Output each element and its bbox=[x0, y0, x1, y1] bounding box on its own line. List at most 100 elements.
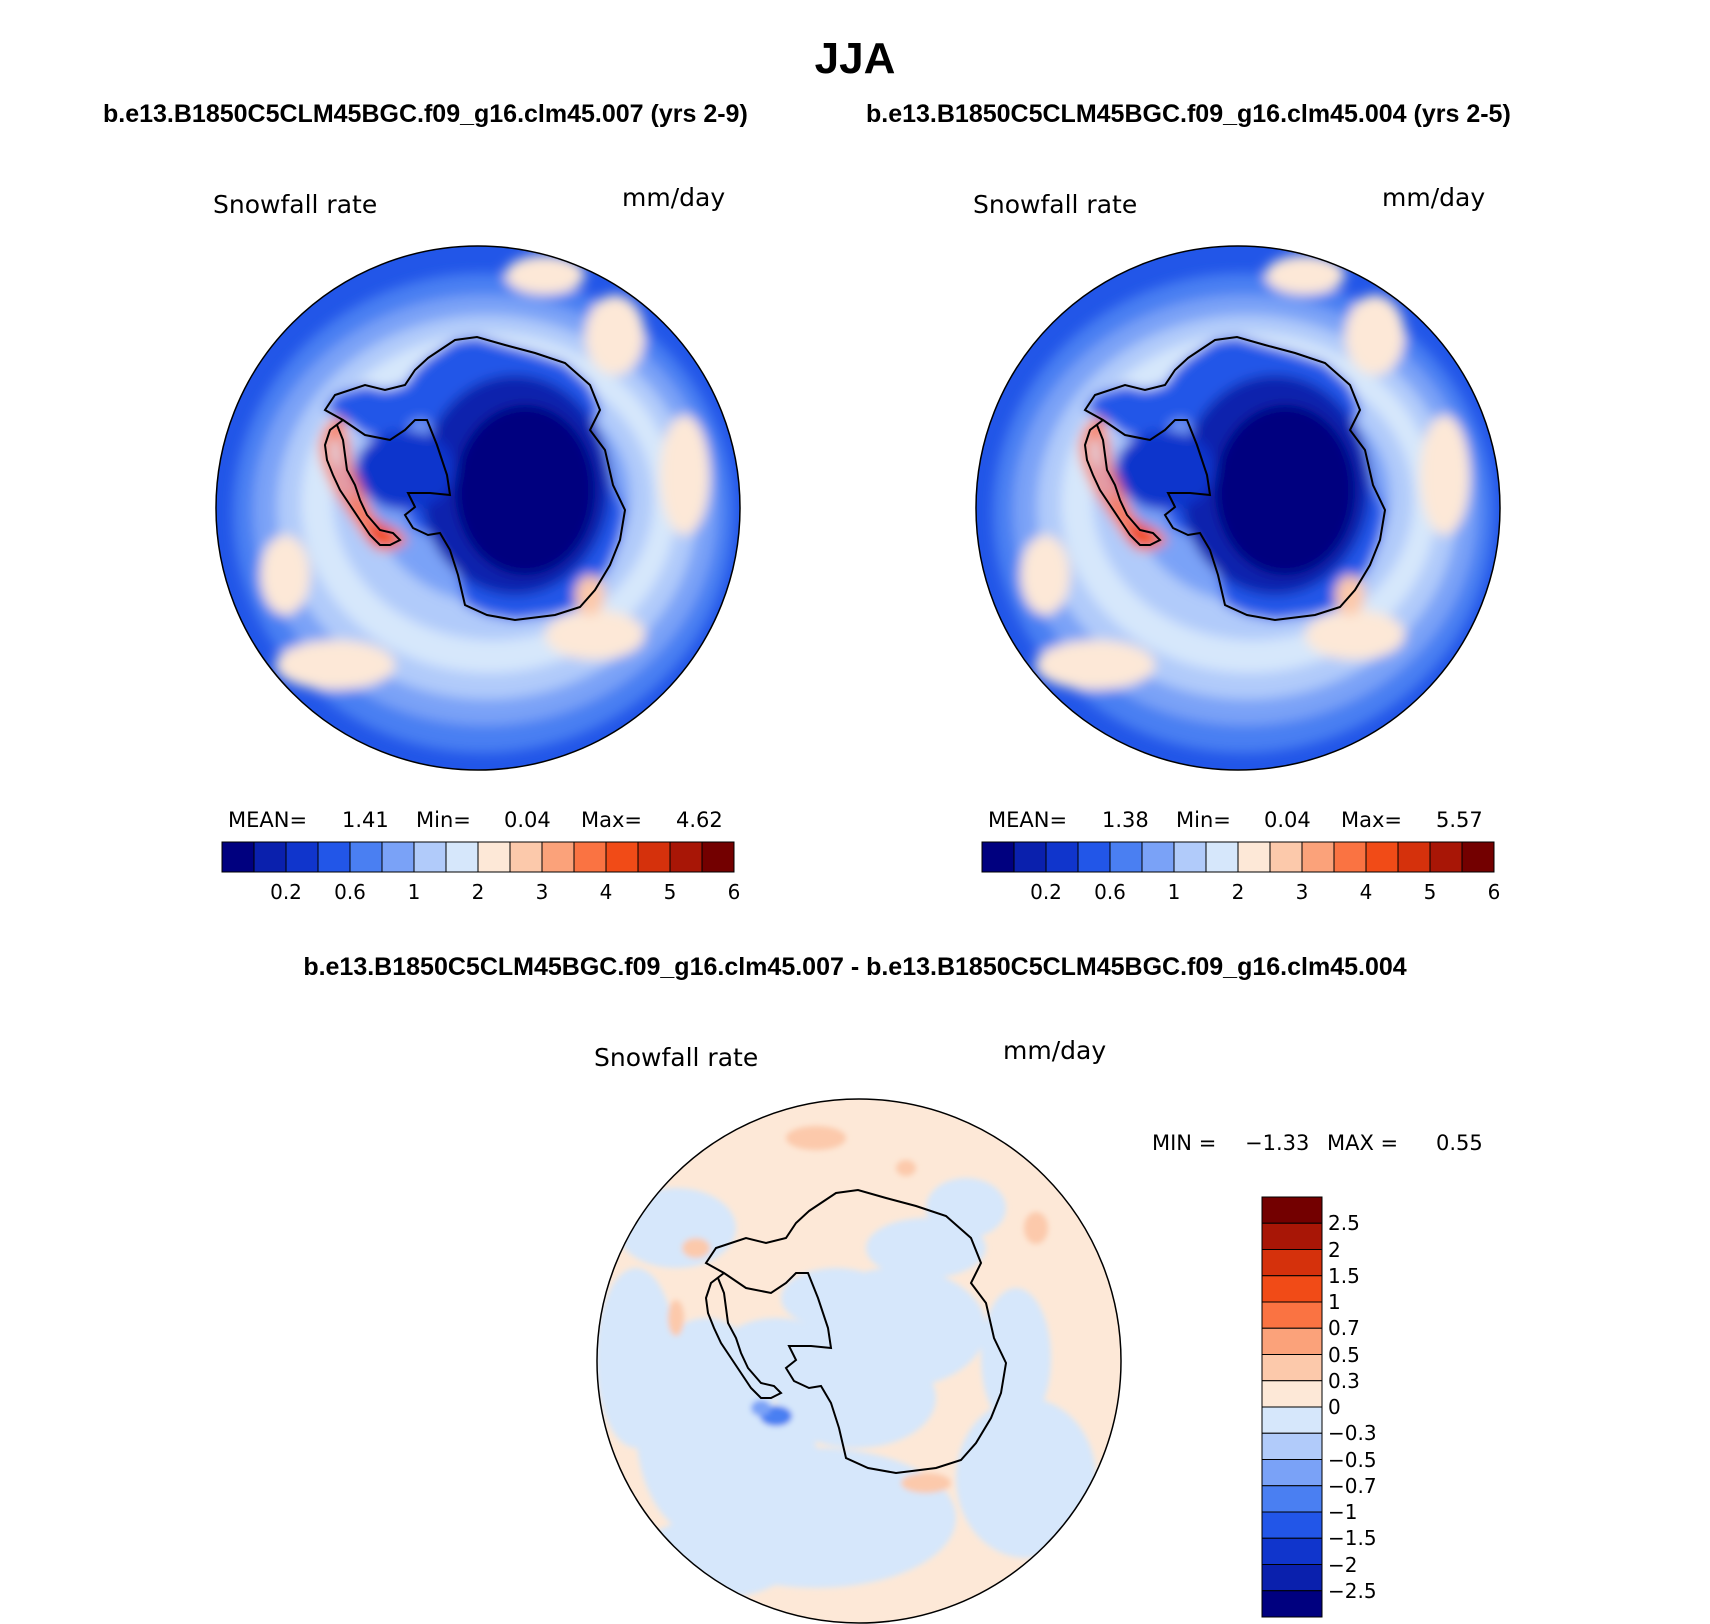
antarctica-coastline bbox=[704, 1188, 1008, 1475]
colorbar-tick-label: 2 bbox=[471, 880, 485, 904]
colorbar-swatch bbox=[1429, 841, 1463, 873]
peninsula-coastline bbox=[1083, 419, 1162, 546]
colorbar-swatch bbox=[605, 841, 639, 873]
colorbar-tick-label: 2 bbox=[1231, 880, 1245, 904]
panel2-colorbar-ticks: 0.2 0.6 1 2 3 4 5 6 bbox=[982, 880, 1500, 906]
field-patch bbox=[1305, 610, 1405, 660]
panel3-colorbar bbox=[1261, 1196, 1323, 1618]
colorbar-swatch bbox=[1109, 841, 1143, 873]
colorbar-swatch bbox=[573, 841, 607, 873]
field-patch bbox=[668, 1300, 684, 1336]
colorbar-tick-label: 5 bbox=[663, 880, 677, 904]
panel1-variable-label: Snowfall rate bbox=[213, 190, 378, 219]
colorbar-swatch bbox=[509, 841, 543, 873]
colorbar-swatch bbox=[1013, 841, 1047, 873]
colorbar-tick-label: 0.2 bbox=[270, 880, 302, 904]
colorbar-swatch bbox=[253, 841, 287, 873]
colorbar-swatch bbox=[1205, 841, 1239, 873]
field-patch bbox=[545, 610, 645, 660]
colorbar-tick-label: 5 bbox=[1423, 880, 1437, 904]
panel1-mean-label: MEAN= bbox=[228, 808, 308, 832]
colorbar-tick-label: 0.5 bbox=[1328, 1342, 1360, 1367]
panel1-units-label: mm/day bbox=[622, 183, 726, 212]
field-patch bbox=[1035, 640, 1155, 690]
colorbar-tick-label: −1 bbox=[1328, 1500, 1358, 1524]
panel3-max-label: MAX = bbox=[1327, 1131, 1399, 1155]
colorbar-swatch bbox=[1077, 841, 1111, 873]
colorbar-tick-label: 0 bbox=[1328, 1395, 1341, 1419]
panel3-polar-map bbox=[596, 1098, 1122, 1624]
field-patch bbox=[776, 1348, 936, 1448]
colorbar-swatch bbox=[1261, 1537, 1323, 1565]
colorbar-tick-label: 4 bbox=[599, 880, 613, 904]
map-border bbox=[215, 245, 741, 771]
colorbar-tick-label: −0.3 bbox=[1328, 1421, 1377, 1446]
panel1-max-value: 4.62 bbox=[676, 808, 723, 832]
colorbar-swatch bbox=[285, 841, 319, 873]
field-patch bbox=[956, 1398, 1096, 1558]
colorbar-tick-label: −2.5 bbox=[1328, 1578, 1377, 1603]
field-patch bbox=[926, 1178, 1006, 1238]
colorbar-swatch bbox=[381, 841, 415, 873]
colorbar-swatch bbox=[317, 841, 351, 873]
colorbar-tick-label: 1 bbox=[1167, 880, 1181, 904]
panel1-colorbar bbox=[221, 841, 735, 873]
colorbar-tick-label: 6 bbox=[1487, 880, 1501, 904]
field-patch bbox=[275, 640, 395, 690]
colorbar-tick-label: 3 bbox=[1295, 880, 1309, 904]
colorbar-tick-label: 0.3 bbox=[1328, 1368, 1360, 1393]
colorbar-swatch bbox=[1461, 841, 1495, 873]
field-patch bbox=[1115, 430, 1215, 510]
colorbar-swatch bbox=[1301, 841, 1335, 873]
colorbar-tick-label: 0.2 bbox=[1030, 880, 1062, 904]
colorbar-tick-label: −1.5 bbox=[1328, 1526, 1377, 1551]
panel2-mean-value: 1.38 bbox=[1102, 808, 1149, 832]
panel3-variable-label: Snowfall rate bbox=[594, 1043, 759, 1072]
field-patch bbox=[901, 1473, 951, 1493]
colorbar-swatch bbox=[1261, 1249, 1323, 1277]
right-case-title: b.e13.B1850C5CLM45BGC.f09_g16.clm45.004 … bbox=[866, 100, 1511, 128]
colorbar-tick-label: 0.6 bbox=[334, 880, 366, 904]
colorbar-tick-label: −2 bbox=[1328, 1552, 1358, 1577]
colorbar-swatch bbox=[1141, 841, 1175, 873]
peninsula-coastline bbox=[323, 419, 402, 546]
panel1-max-label: Max= bbox=[581, 808, 643, 832]
field-patch bbox=[1345, 295, 1405, 375]
field-patch bbox=[660, 415, 710, 535]
colorbar-tick-label: 6 bbox=[727, 880, 741, 904]
panel2-colorbar bbox=[981, 841, 1495, 873]
peninsula-coastline bbox=[704, 1272, 783, 1399]
colorbar-swatch bbox=[1261, 1354, 1323, 1382]
colorbar-swatch bbox=[445, 841, 479, 873]
field-patch bbox=[260, 535, 310, 615]
colorbar-tick-label: 1 bbox=[1328, 1290, 1341, 1314]
field-patch bbox=[736, 1408, 816, 1488]
field-patch bbox=[751, 1400, 771, 1416]
panel2-min-value: 0.04 bbox=[1264, 808, 1311, 832]
panel1-min-value: 0.04 bbox=[504, 808, 551, 832]
colorbar-tick-label: 4 bbox=[1359, 880, 1373, 904]
colorbar-swatch bbox=[1261, 1590, 1323, 1618]
colorbar-swatch bbox=[1261, 1327, 1323, 1355]
colorbar-swatch bbox=[1261, 1459, 1323, 1487]
field-patch bbox=[1265, 255, 1345, 295]
antarctica-coastline bbox=[323, 335, 627, 622]
panel1-polar-map bbox=[215, 245, 741, 771]
panel3-colorbar-ticks: 2.5 2 1.5 1 0.7 0.5 0.3 0 −0.3 −0.5 −0.7 −1 −1.5 −2 −2… bbox=[1328, 1197, 1428, 1617]
field-patch bbox=[636, 1518, 796, 1598]
panel3-min-label: MIN = bbox=[1152, 1131, 1217, 1155]
colorbar-tick-label: 0.6 bbox=[1094, 880, 1126, 904]
colorbar-swatch bbox=[701, 841, 735, 873]
field-patch bbox=[1215, 405, 1355, 575]
panel3-units-label: mm/day bbox=[1003, 1036, 1107, 1065]
panel3-min-value: −1.33 bbox=[1245, 1131, 1310, 1155]
colorbar-swatch bbox=[1261, 1380, 1323, 1408]
colorbar-swatch bbox=[637, 841, 671, 873]
colorbar-swatch bbox=[349, 841, 383, 873]
colorbar-swatch bbox=[477, 841, 511, 873]
colorbar-tick-label: 0.7 bbox=[1328, 1316, 1360, 1341]
panel2-max-label: Max= bbox=[1341, 808, 1403, 832]
colorbar-tick-label: −0.5 bbox=[1328, 1447, 1377, 1472]
panel2-polar-map bbox=[975, 245, 1501, 771]
left-case-title: b.e13.B1850C5CLM45BGC.f09_g16.clm45.007 … bbox=[103, 100, 748, 128]
